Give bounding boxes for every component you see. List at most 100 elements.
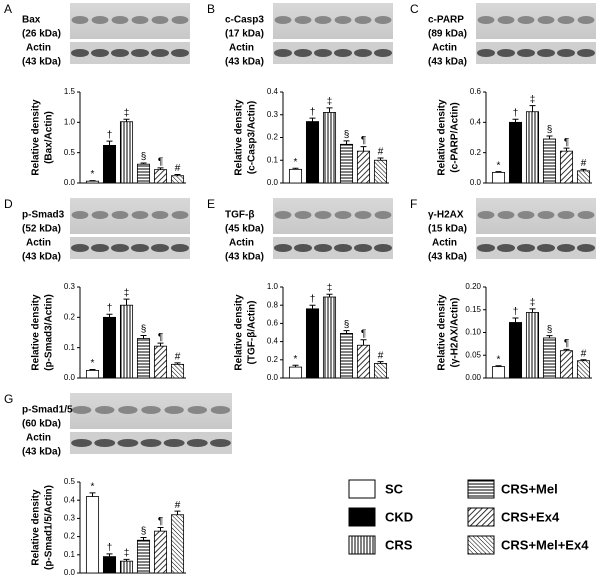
protein-kda: (52 kDa)	[22, 224, 61, 235]
y-tick-label: 0.4	[267, 87, 279, 96]
blot-band	[94, 406, 115, 414]
protein-label: p-Smad3	[22, 210, 65, 221]
bar	[508, 322, 523, 379]
bar	[356, 344, 371, 379]
significance-mark: †	[513, 307, 519, 318]
bar	[491, 366, 506, 379]
blot-band	[91, 211, 109, 219]
error-bar	[326, 293, 333, 298]
significance-mark: #	[175, 163, 181, 174]
blot	[273, 198, 393, 234]
blot-band	[210, 406, 231, 414]
bar	[136, 539, 151, 574]
significance-mark: *	[91, 169, 95, 180]
y-tick-label: 0.0	[64, 568, 76, 577]
blot-band	[354, 49, 372, 57]
y-tick-label: 1.5	[64, 87, 76, 96]
blot-band	[294, 16, 312, 24]
significance-mark: †	[107, 130, 113, 141]
y-axis-label: Relative density	[234, 99, 245, 176]
blot-band	[517, 211, 535, 219]
legend-label: CKD	[385, 509, 413, 524]
significance-mark: #	[581, 348, 587, 359]
panel-letter: G	[4, 392, 13, 406]
blot-band	[131, 16, 149, 24]
panel-letter: F	[410, 197, 417, 211]
significance-mark: *	[91, 358, 95, 369]
y-tick-label: 0.1	[267, 155, 279, 164]
bar	[153, 345, 168, 379]
blot	[70, 198, 190, 234]
blot-band	[577, 211, 595, 219]
control-label: Actin	[26, 433, 51, 444]
significance-mark: #	[581, 158, 587, 169]
blot-band	[274, 49, 292, 57]
control-label: Actin	[229, 43, 254, 54]
significance-mark: §	[547, 125, 553, 136]
bar	[102, 144, 117, 184]
significance-mark: #	[378, 350, 384, 361]
significance-mark: ‡	[327, 283, 333, 294]
blot-band	[141, 406, 161, 414]
y-tick-label: 0.2	[64, 312, 76, 321]
blot-band	[274, 16, 292, 24]
y-axis-label: (p-Smad1/5/Actin)	[44, 485, 55, 570]
protein-label: TGF-β	[225, 210, 254, 221]
error-bar	[495, 365, 502, 367]
error-bar	[106, 140, 113, 146]
blot-band	[131, 49, 149, 57]
significance-mark: §	[141, 324, 147, 335]
panel-letter: E	[207, 197, 215, 211]
legend-label: CRS+Mel	[501, 481, 558, 496]
blot-band	[497, 16, 515, 24]
protein-kda: (89 kDa)	[428, 29, 467, 40]
y-tick-label: 1.0	[267, 282, 279, 291]
blot	[476, 237, 596, 259]
bar	[525, 111, 540, 184]
error-bar	[563, 147, 570, 152]
bar	[288, 168, 303, 184]
bar	[525, 312, 540, 379]
error-bar	[343, 140, 350, 145]
blot-band	[71, 16, 89, 24]
blot-band	[354, 211, 372, 219]
y-tick-label: 0.00	[465, 373, 481, 382]
blot-band	[163, 439, 185, 447]
blot	[273, 3, 393, 39]
blot-band	[91, 49, 109, 57]
blot-band	[274, 244, 292, 252]
blot	[70, 3, 190, 39]
error-bar	[174, 510, 181, 515]
bar	[170, 514, 185, 574]
error-bar	[377, 157, 384, 161]
panel-letter: A	[4, 2, 12, 16]
blot-band	[537, 16, 555, 24]
legend-swatch	[348, 507, 376, 527]
blot-band	[111, 16, 129, 24]
significance-mark: §	[141, 526, 147, 537]
protein-kda: (60 kDa)	[22, 419, 61, 430]
error-bar	[309, 117, 316, 122]
bar	[170, 363, 185, 379]
error-bar	[292, 364, 299, 368]
y-tick-label: 0.2	[267, 133, 279, 142]
significance-mark: *	[294, 354, 298, 365]
bar	[305, 121, 320, 184]
blot-band	[171, 211, 189, 219]
blot-band	[314, 211, 332, 219]
bar	[373, 363, 388, 379]
y-tick-label: 0.6	[267, 319, 279, 328]
protein-label: γ-H2AX	[428, 210, 464, 221]
blot-band	[477, 49, 495, 57]
error-bar	[140, 162, 147, 165]
blot-band	[314, 16, 332, 24]
error-bar	[377, 361, 384, 364]
blot-band	[577, 49, 595, 57]
blot-band	[577, 244, 595, 252]
bar	[542, 138, 557, 184]
bar	[170, 175, 185, 184]
significance-mark: ‡	[530, 94, 536, 105]
y-tick-label: 0.3	[64, 282, 76, 291]
protein-label: p-Smad1/5	[22, 405, 73, 416]
